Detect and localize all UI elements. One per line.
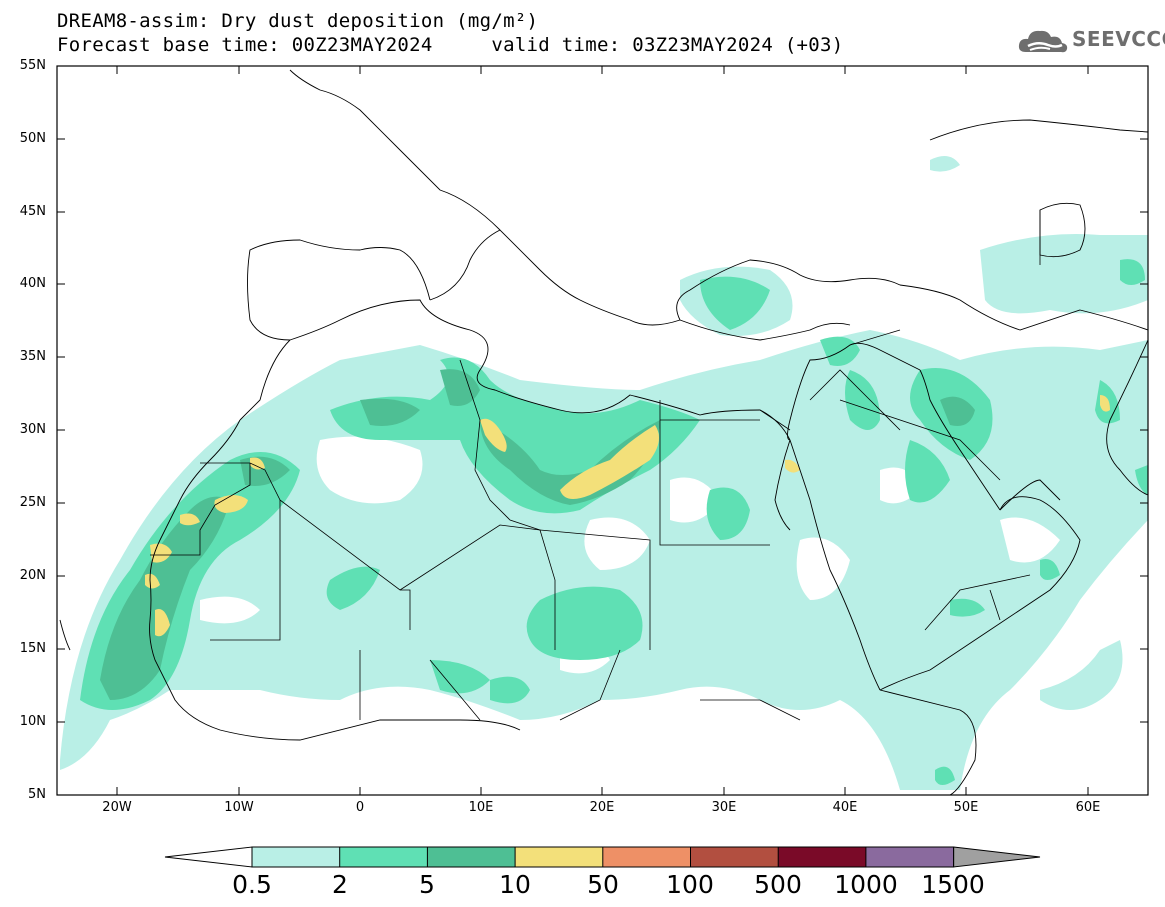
lon-label: 40E (832, 800, 858, 815)
lat-label: 35N (19, 349, 46, 364)
lon-label: 10E (468, 800, 494, 815)
lat-label: 40N (19, 276, 46, 291)
lat-label: 5N (28, 787, 46, 802)
colorbar-label: 500 (754, 870, 802, 899)
lon-label: 50E (953, 800, 979, 815)
colorbar-swatch-1 (339, 847, 428, 867)
dust-level-10 (145, 395, 1110, 637)
colorbar-label: 50 (587, 870, 619, 899)
lon-label: 10W (224, 800, 254, 815)
colorbar (164, 846, 1041, 868)
map-subtitle: Forecast base time: 00Z23MAY2024 valid t… (57, 34, 844, 56)
cloud-icon (1018, 30, 1068, 53)
lat-label: 50N (19, 131, 46, 146)
colorbar-high-arrow (953, 846, 1041, 868)
lat-label: 15N (19, 641, 46, 656)
colorbar-label: 1000 (834, 870, 898, 899)
colorbar-label: 5 (419, 870, 435, 899)
lon-label: 60E (1075, 800, 1101, 815)
colorbar-swatch-5 (690, 847, 779, 867)
lat-label: 25N (19, 495, 46, 510)
colorbar-swatch-2 (427, 847, 516, 867)
axis-ticks (57, 65, 1148, 795)
colorbar-swatch-6 (778, 847, 866, 867)
lat-label: 55N (19, 58, 46, 73)
lon-label: 20W (102, 800, 132, 815)
country-borders (150, 210, 1041, 721)
colorbar-label: 2 (332, 870, 348, 899)
lat-label: 45N (19, 204, 46, 219)
lat-label: 30N (19, 422, 46, 437)
colorbar-swatch-3 (515, 847, 603, 867)
map-title: DREAM8-assim: Dry dust deposition (mg/m²… (57, 10, 539, 32)
colorbar-swatch-0 (252, 847, 340, 867)
lat-label: 10N (19, 714, 46, 729)
colorbar-swatch-4 (602, 847, 691, 867)
colorbar-label: 0.5 (232, 870, 272, 899)
colorbar-swatch-7 (865, 847, 954, 867)
seevccc-logo: SEEVCCC (1018, 26, 1165, 58)
lat-label: 20N (19, 568, 46, 583)
coastlines (59, 69, 1148, 795)
lon-label: 30E (711, 800, 737, 815)
colorbar-label: 100 (666, 870, 714, 899)
logo-text: SEEVCCC (1072, 27, 1165, 51)
lon-label: 20E (589, 800, 615, 815)
colorbar-low-arrow (164, 846, 253, 868)
colorbar-label: 10 (499, 870, 531, 899)
colorbar-label: 1500 (921, 870, 985, 899)
lon-label: 0 (355, 800, 365, 815)
